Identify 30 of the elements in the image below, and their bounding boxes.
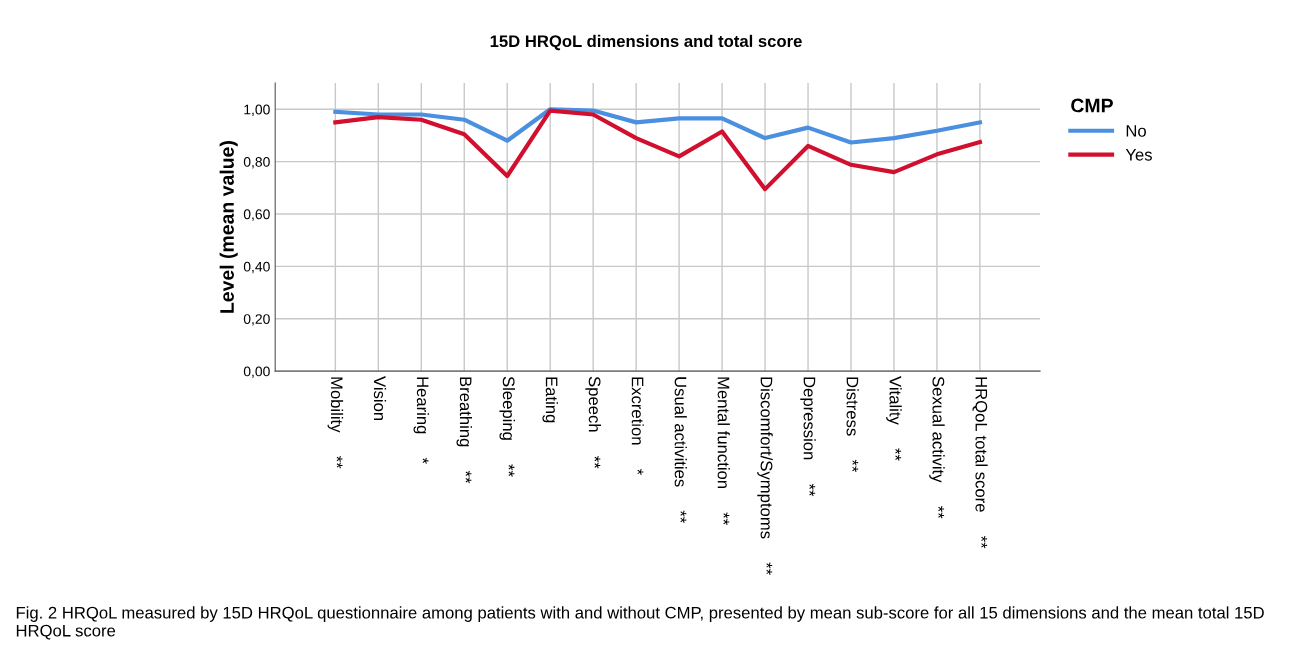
y-tick-label: 0,40 (243, 261, 270, 274)
x-tick-label: Hearing * (413, 377, 430, 464)
x-tick-label: Sexual activity ** (929, 376, 945, 519)
x-tick-label: Speech ** (585, 376, 601, 469)
y-tick-label: 1,00 (244, 104, 270, 117)
x-tick-label: Vitality ** (886, 376, 902, 461)
x-tick-label: Excretion * (631, 377, 644, 475)
line-series (333, 107, 982, 145)
y-tick-label: 0,60 (243, 209, 270, 221)
x-tick-label: Breathing ** (456, 377, 473, 484)
x-tick-label: Distress ** (846, 377, 859, 473)
x-tick-label: Mobility ** (327, 377, 344, 469)
line-series (333, 108, 982, 192)
x-tick-label: Depression ** (800, 377, 816, 497)
caption: Fig. 2 HRQoL measured by 15D HRQoL questionnaire among patients with and without CMP, presented by mean sub-score for all 15 dimensions and the mean total 15D HRQoL score (16, 606, 1264, 640)
legend-label: No (1126, 125, 1146, 137)
x-tick-label: Discomfort/Symptoms ** (757, 377, 773, 575)
legend-label: Yes (1125, 149, 1152, 161)
x-tick-label: Eating (542, 377, 558, 423)
x-tick-label: Mental function ** (717, 377, 730, 525)
x-tick-label: Usual activities ** (674, 377, 687, 524)
y-tick-label: 0,80 (243, 156, 270, 169)
legend-title: CMP (1071, 98, 1113, 113)
x-tick-label: Vision (373, 376, 387, 421)
x-tick-label: HRQoL total score ** (972, 377, 988, 549)
chart-title: 15D HRQoL dimensions and total score (490, 34, 802, 51)
y-tick-label: 0,20 (243, 314, 270, 326)
x-tick-label: Sleeping ** (499, 376, 515, 477)
y-tick-label: 0,00 (243, 366, 270, 378)
y-axis-title: Level (mean value) (219, 141, 238, 313)
